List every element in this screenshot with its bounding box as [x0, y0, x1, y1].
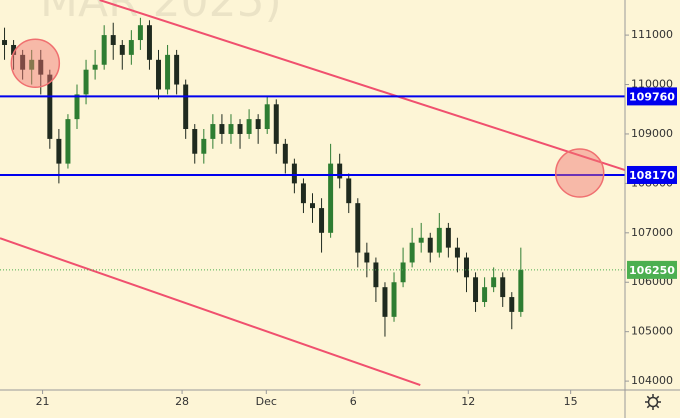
candle-body: [427, 237, 433, 253]
x-tick-label: 12: [461, 395, 475, 408]
candle-body: [355, 203, 361, 253]
candle-body: [518, 269, 524, 312]
x-tick-label: 28: [175, 395, 189, 408]
trend-line: [0, 237, 421, 387]
candle-body: [409, 242, 415, 263]
candle-body: [2, 40, 8, 45]
price-box-label: 106250: [629, 264, 675, 277]
price-box-label: 108170: [629, 169, 675, 182]
candle-body: [119, 44, 125, 55]
candle-body: [183, 84, 189, 130]
plot-area: [0, 0, 626, 387]
candle-body: [219, 124, 225, 134]
candle-body: [509, 297, 515, 312]
candle-body: [201, 138, 207, 154]
candle-body: [255, 119, 261, 130]
candle-body: [400, 262, 406, 283]
y-tick-label: 111000: [631, 28, 673, 41]
candle-body: [445, 227, 451, 248]
candle-body: [418, 237, 424, 243]
candle-body: [165, 54, 171, 90]
x-tick-label: 21: [36, 395, 50, 408]
candle-body: [391, 282, 397, 317]
candle-body: [65, 119, 71, 164]
highlight-circle: [554, 148, 605, 198]
candle-body: [56, 138, 62, 164]
candle-body: [319, 208, 325, 233]
candle-body: [273, 104, 279, 144]
candle-body: [473, 277, 479, 303]
candle-body: [237, 124, 243, 134]
candle-body: [491, 277, 497, 288]
candle-body: [174, 54, 180, 85]
candle-body: [264, 104, 270, 130]
candle-body: [436, 227, 442, 253]
candle-body: [346, 178, 352, 204]
price-box: [627, 165, 677, 184]
candle-body: [38, 59, 44, 75]
highlight-circle: [10, 38, 61, 89]
candle-body: [47, 74, 53, 139]
candle-body: [192, 129, 198, 154]
candle-body: [128, 40, 134, 55]
x-tick-label: 6: [350, 395, 357, 408]
price-box: [627, 260, 677, 279]
candle-body: [74, 94, 80, 120]
candle-body: [300, 183, 306, 204]
candle-body: [382, 287, 388, 317]
y-tick-label: 104000: [631, 374, 673, 387]
candle-body: [454, 247, 460, 258]
candle-body: [11, 44, 17, 55]
candle-body: [291, 163, 297, 184]
x-tick-label: 15: [564, 395, 578, 408]
y-tick-label: 105000: [631, 325, 673, 338]
candle-body: [482, 287, 488, 303]
candle-body: [83, 69, 89, 95]
candle-body: [29, 59, 35, 70]
candle-body: [110, 35, 116, 45]
candle-body: [92, 64, 98, 70]
candle-body: [310, 203, 315, 209]
y-tick-label: 107000: [631, 226, 673, 239]
candle-body: [101, 35, 107, 65]
candle-body: [463, 257, 469, 278]
candle-body: [156, 59, 162, 90]
candle-body: [20, 54, 26, 70]
price-box: [627, 87, 677, 106]
candle-body: [146, 25, 152, 60]
candle-body: [228, 124, 234, 134]
candle-body: [500, 277, 506, 298]
x-tick-label: Dec: [256, 395, 277, 408]
candle-body: [246, 119, 252, 134]
watermark: MAR 2025): [40, 0, 282, 27]
y-tick-label: 110000: [631, 78, 673, 91]
candle-body: [337, 163, 343, 179]
candle-body: [328, 163, 334, 233]
settings-icon[interactable]: [645, 394, 661, 410]
candle-body: [210, 124, 216, 139]
trend-line: [99, 0, 626, 171]
price-box-label: 109760: [629, 90, 675, 103]
candle-body: [364, 252, 370, 263]
candle-body: [282, 143, 288, 164]
candle-body: [137, 25, 143, 41]
y-tick-label: 109000: [631, 127, 673, 140]
candle-body: [373, 262, 379, 288]
